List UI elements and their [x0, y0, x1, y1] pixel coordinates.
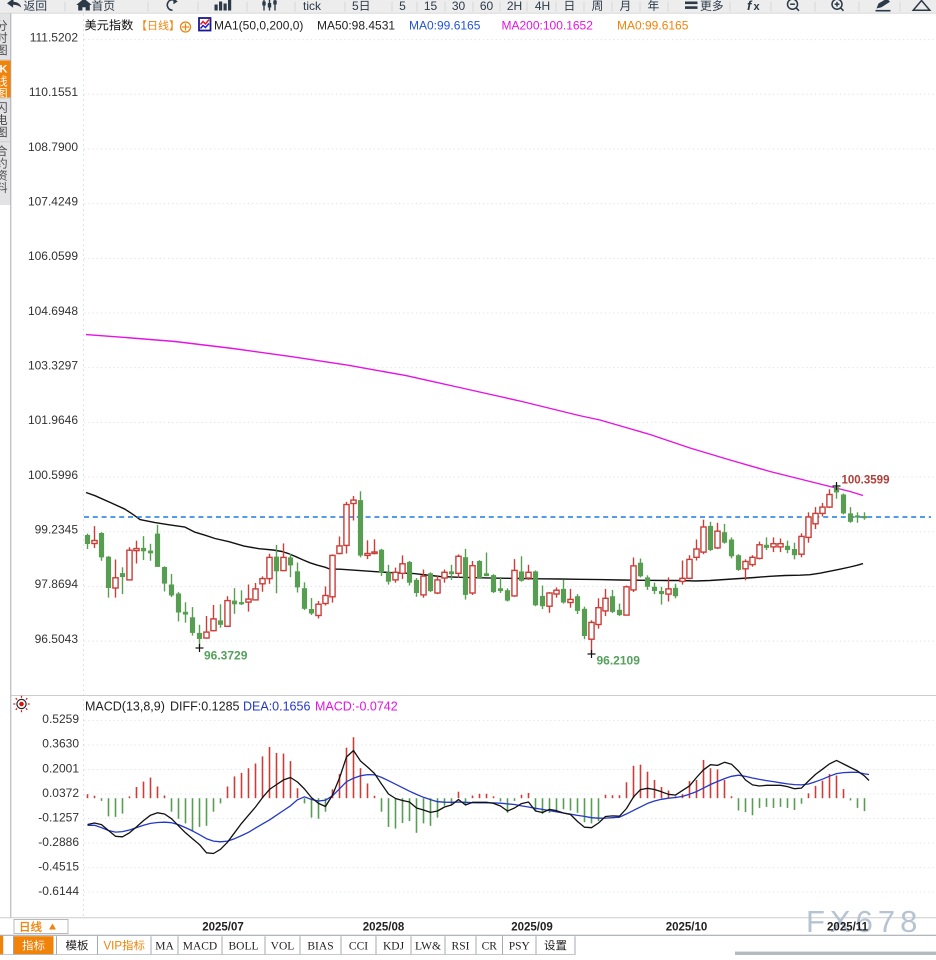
svg-text:-0.4515: -0.4515: [38, 859, 79, 873]
svg-text:MA0:99.6165: MA0:99.6165: [409, 19, 481, 33]
svg-text:107.4249: 107.4249: [28, 194, 78, 208]
svg-text:-0.6144: -0.6144: [38, 884, 79, 898]
svg-text:99.2345: 99.2345: [35, 523, 79, 537]
svg-text:-0.2886: -0.2886: [38, 835, 79, 849]
svg-text:0.5259: 0.5259: [42, 712, 79, 726]
svg-text:MA1(50,0,200,0): MA1(50,0,200,0): [214, 19, 303, 33]
svg-text:BIAS: BIAS: [307, 941, 333, 953]
svg-text:111.5202: 111.5202: [30, 30, 79, 44]
svg-text:110.1551: 110.1551: [29, 85, 78, 99]
svg-text:2025/07: 2025/07: [202, 922, 244, 934]
svg-text:2025/10: 2025/10: [666, 922, 708, 934]
svg-text:DEA:0.1656: DEA:0.1656: [243, 700, 310, 714]
svg-text:K: K: [0, 64, 8, 76]
svg-text:5: 5: [399, 0, 406, 13]
svg-text:103.3297: 103.3297: [28, 358, 78, 372]
svg-text:0.3630: 0.3630: [42, 737, 79, 751]
svg-text:VOL: VOL: [271, 941, 295, 953]
svg-text:0.0372: 0.0372: [42, 786, 79, 800]
svg-text:VIP: VIP: [103, 941, 122, 953]
svg-text:MACD: MACD: [183, 941, 218, 953]
svg-text:30: 30: [452, 0, 466, 13]
svg-text:96.3729: 96.3729: [204, 649, 248, 663]
svg-text:RSI: RSI: [452, 941, 470, 953]
svg-text:tick: tick: [303, 0, 322, 13]
svg-text:0.2001: 0.2001: [42, 761, 79, 775]
svg-text:2H: 2H: [507, 0, 522, 13]
svg-text:-0.1257: -0.1257: [38, 810, 79, 824]
svg-text:2025/08: 2025/08: [363, 922, 405, 934]
svg-text:100.5996: 100.5996: [28, 468, 78, 482]
svg-text:2025/09: 2025/09: [511, 922, 553, 934]
svg-text:MACD:-0.0742: MACD:-0.0742: [315, 700, 398, 714]
svg-text:MACD(13,8,9): MACD(13,8,9): [85, 700, 165, 714]
svg-text:5: 5: [352, 0, 359, 13]
svg-text:x: x: [754, 1, 761, 13]
svg-text:KDJ: KDJ: [383, 941, 405, 953]
svg-text:97.8694: 97.8694: [35, 577, 79, 591]
svg-text:2025/11: 2025/11: [827, 922, 869, 934]
svg-text:MA0:99.6165: MA0:99.6165: [617, 19, 689, 33]
svg-text:108.7900: 108.7900: [28, 140, 78, 154]
svg-text:CCI: CCI: [349, 941, 368, 953]
svg-text:CR: CR: [482, 941, 498, 953]
svg-text:MA: MA: [155, 941, 174, 953]
svg-text:LW&: LW&: [415, 941, 441, 953]
svg-text:96.5043: 96.5043: [35, 632, 79, 646]
svg-text:BOLL: BOLL: [228, 941, 258, 953]
svg-text:DIFF:0.1285: DIFF:0.1285: [170, 700, 240, 714]
svg-text:FX678: FX678: [806, 904, 922, 939]
svg-text:f: f: [747, 0, 753, 13]
svg-text:106.0599: 106.0599: [28, 249, 78, 263]
svg-text:96.2109: 96.2109: [597, 654, 641, 668]
svg-text:101.9646: 101.9646: [28, 413, 78, 427]
svg-text:100.3599: 100.3599: [842, 475, 890, 487]
svg-text:4H: 4H: [535, 0, 550, 13]
svg-text:104.6948: 104.6948: [28, 304, 78, 318]
svg-text:15: 15: [424, 0, 438, 13]
svg-text:MA50:98.4531: MA50:98.4531: [317, 19, 395, 33]
svg-text:MA200:100.1652: MA200:100.1652: [502, 19, 594, 33]
svg-text:PSY: PSY: [509, 941, 531, 953]
svg-text:60: 60: [480, 0, 494, 13]
